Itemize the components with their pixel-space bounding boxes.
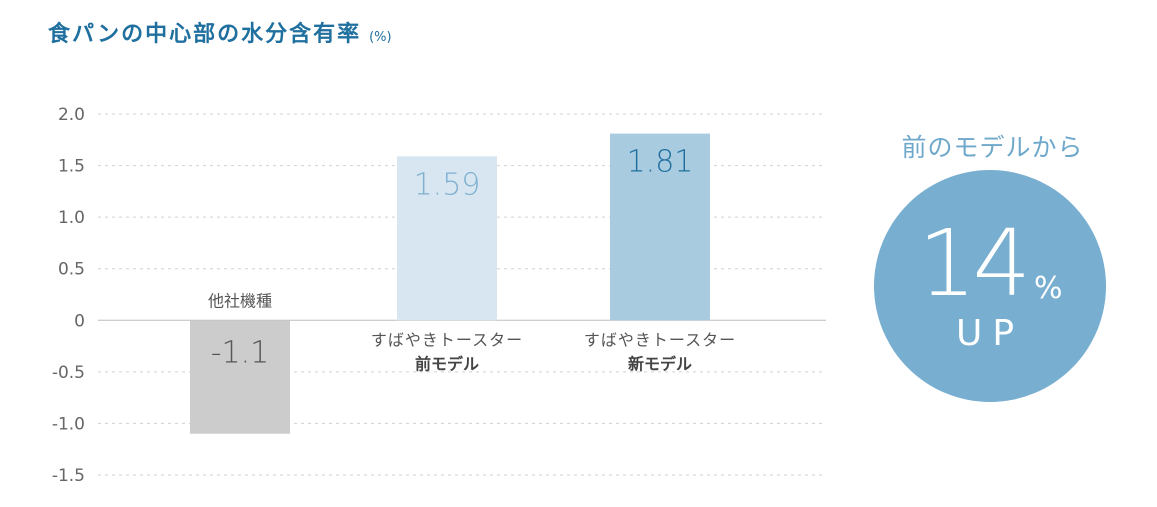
y-tick-label: -1.5 (52, 466, 85, 486)
y-tick-label: 1.5 (58, 157, 85, 177)
improvement-badge: 14 % UP (874, 170, 1106, 402)
y-tick-label: 2.0 (58, 105, 85, 125)
chart-title-unit: (%) (369, 30, 392, 45)
callout-heading: 前のモデルから (901, 133, 1084, 162)
category-sublabel: 前モデル (415, 354, 479, 373)
y-tick-label: 0 (74, 311, 85, 331)
category-label: 他社機種 (208, 291, 272, 310)
y-tick-label: 0.5 (58, 260, 85, 280)
improvement-direction: UP (955, 313, 1025, 354)
improvement-value: 14 (918, 210, 1031, 317)
bar-value-label: 1.59 (414, 167, 481, 202)
category-label: すばやきトースター (371, 330, 523, 349)
bar (397, 156, 497, 321)
bar (190, 320, 290, 434)
bar-value-label: -1.1 (211, 335, 270, 370)
category-sublabel: 新モデル (628, 354, 692, 373)
bar (610, 133, 710, 321)
y-tick-label: -1.0 (52, 414, 85, 434)
category-label: すばやきトースター (584, 330, 736, 349)
bar-value-label: 1.81 (627, 145, 694, 180)
chart-title-text: 食パンの中心部の水分含有率 (48, 22, 362, 47)
y-tick-label: -0.5 (52, 363, 85, 383)
improvement-unit: % (1034, 271, 1063, 306)
chart-title: 食パンの中心部の水分含有率 (%) (48, 16, 392, 48)
y-tick-label: 1.0 (58, 208, 85, 228)
